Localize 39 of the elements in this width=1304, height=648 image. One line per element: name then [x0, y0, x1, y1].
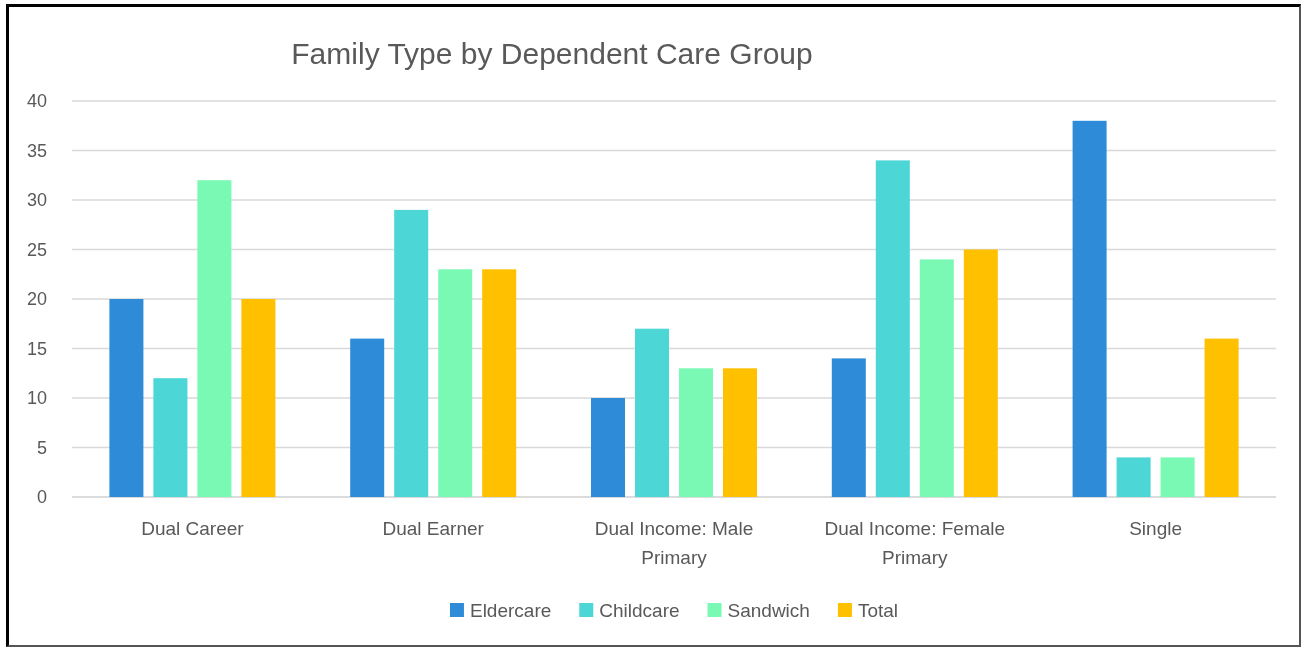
bar	[1160, 457, 1195, 497]
legend-label: Sandwich	[727, 599, 810, 621]
y-tick-label: 35	[26, 140, 47, 161]
legend-label: Childcare	[599, 599, 680, 621]
bar	[722, 368, 757, 497]
y-tick-label: 15	[26, 338, 47, 359]
bar	[963, 249, 998, 497]
bar	[635, 328, 670, 497]
bar	[591, 398, 626, 497]
bar	[241, 299, 276, 497]
y-tick-label: 30	[26, 190, 47, 211]
y-tick-label: 0	[36, 487, 47, 508]
bar	[875, 160, 910, 497]
chart-title: Family Type by Dependent Care Group	[291, 36, 813, 70]
y-tick-label: 20	[26, 289, 47, 310]
bar	[350, 338, 385, 497]
bar	[1072, 120, 1107, 497]
bar	[1204, 338, 1239, 497]
bar	[1116, 457, 1151, 497]
y-tick-label: 5	[36, 437, 47, 458]
legend-label: Eldercare	[469, 599, 552, 621]
bar	[482, 269, 517, 497]
bar	[197, 180, 232, 497]
legend-label: Total	[857, 599, 899, 621]
bar	[438, 269, 473, 497]
x-tick-label: Single	[1129, 517, 1183, 539]
x-tick-label: Dual Income: Female Primary	[824, 517, 1006, 569]
bar	[394, 209, 429, 497]
x-tick-label: Dual Career	[141, 517, 245, 539]
bar	[153, 378, 188, 497]
y-tick-label: 40	[26, 91, 47, 112]
x-tick-label: Dual Earner	[382, 517, 485, 539]
bar	[919, 259, 954, 497]
bar	[678, 368, 713, 497]
bar	[109, 299, 144, 497]
bar	[831, 358, 866, 497]
y-tick-label: 25	[26, 239, 47, 260]
y-tick-label: 10	[26, 388, 47, 409]
x-tick-label: Dual Income: Male Primary	[594, 517, 754, 569]
